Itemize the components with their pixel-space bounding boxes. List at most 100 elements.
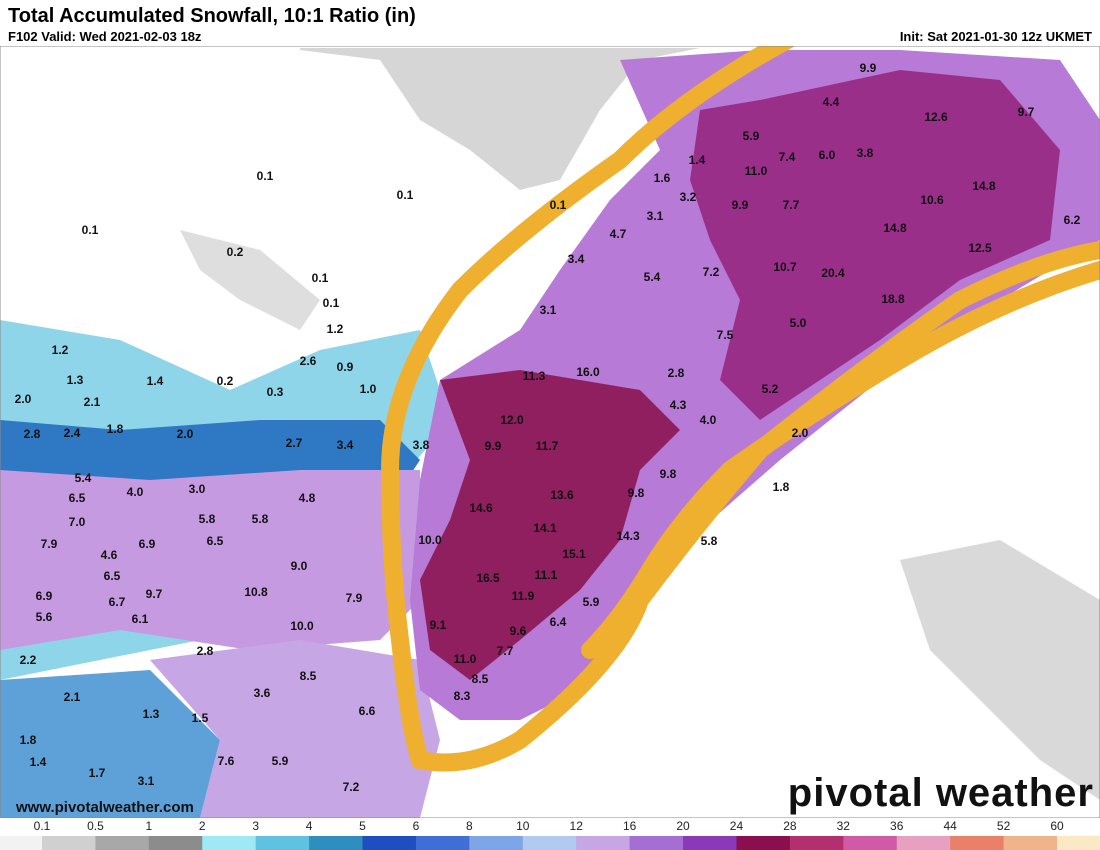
snow-label: 5.6: [36, 610, 53, 624]
colorbar-tick-label: 44: [943, 819, 957, 833]
snow-label: 2.8: [24, 427, 41, 441]
colorbar-tick-label: 28: [783, 819, 797, 833]
colorbar-tick-label: 32: [837, 819, 851, 833]
snow-label: 9.6: [510, 624, 527, 638]
snow-label: 11.9: [512, 589, 535, 603]
snow-label: 6.2: [1064, 213, 1081, 227]
snow-label: 14.8: [883, 221, 907, 235]
snow-label: 18.8: [881, 292, 905, 306]
snow-label: 4.8: [299, 491, 316, 505]
valid-time: F102 Valid: Wed 2021-02-03 18z: [8, 29, 202, 44]
snow-label: 0.1: [257, 169, 274, 183]
snow-label: 1.2: [327, 322, 344, 336]
snow-label: 10.0: [418, 533, 442, 547]
snow-label: 16.5: [476, 571, 500, 585]
colorbar-swatch: [950, 836, 1005, 850]
snow-label: 0.1: [312, 271, 329, 285]
colorbar-swatch: [896, 836, 951, 850]
colorbar-swatch: [0, 836, 43, 850]
snow-label: 1.2: [52, 343, 69, 357]
light-snow-area: [900, 540, 1100, 800]
snow-label: 11.0: [454, 652, 477, 666]
snow-label: 6.7: [109, 595, 126, 609]
snow-label: 9.8: [628, 486, 645, 500]
snow-label: 9.8: [660, 467, 677, 481]
snow-label: 9.9: [732, 198, 749, 212]
snow-label: 4.0: [127, 485, 144, 499]
snow-label: 14.3: [616, 529, 640, 543]
snow-label: 3.2: [680, 190, 697, 204]
snow-label: 20.4: [821, 266, 845, 280]
snow-label: 9.9: [860, 61, 877, 75]
snow-label: 11.7: [536, 439, 559, 453]
colorbar-tick-label: 24: [730, 819, 744, 833]
colorbar-tick-label: 5: [359, 819, 366, 833]
snow-label: 10.6: [920, 193, 944, 207]
snow-label: 0.9: [337, 360, 354, 374]
snow-label: 0.1: [397, 188, 414, 202]
colorbar-swatch: [576, 836, 631, 850]
snow-label: 8.5: [300, 669, 317, 683]
colorbar-swatch: [789, 836, 844, 850]
snow-label: 7.5: [717, 328, 734, 342]
snow-label: 1.8: [20, 733, 37, 747]
snow-label: 3.1: [540, 303, 557, 317]
header-band: [0, 0, 1100, 46]
snow-label: 15.1: [562, 547, 586, 561]
snow-label: 1.4: [30, 755, 47, 769]
snow-label: 2.7: [286, 436, 303, 450]
snow-label: 7.4: [779, 150, 796, 164]
snow-label: 3.8: [857, 146, 874, 160]
colorbar-swatch: [95, 836, 150, 850]
snow-label: 6.6: [359, 704, 376, 718]
snow-label: 6.5: [69, 491, 86, 505]
colorbar-tick-label: 20: [676, 819, 690, 833]
snow-label: 5.8: [199, 512, 216, 526]
snow-labels: 0.1 0.1 0.1 0.2 0.1 0.1 1.2 1.2 1.3 1.4 0.2 0.3 2.6 0…: [15, 61, 1081, 794]
colorbar-swatch: [415, 836, 470, 850]
colorbar-swatch: [522, 836, 577, 850]
colorbar-tick-label: 1: [145, 819, 152, 833]
snow-label: 4.3: [670, 398, 687, 412]
snow-label: 6.5: [104, 569, 121, 583]
snow-label: 11.1: [535, 568, 558, 582]
snow-label: 4.6: [101, 548, 118, 562]
snow-label: 1.0: [360, 382, 377, 396]
snow-label: 5.2: [762, 382, 779, 396]
snow-label: 2.1: [64, 690, 81, 704]
snow-label: 16.0: [576, 365, 600, 379]
colorbar-swatch: [362, 836, 417, 850]
snow-label: 1.6: [654, 171, 671, 185]
colorbar-swatch: [843, 836, 898, 850]
purple-snow-area: [150, 640, 440, 818]
snow-label: 9.7: [1018, 105, 1035, 119]
colorbar-swatch: [202, 836, 257, 850]
snow-label: 2.2: [20, 653, 37, 667]
snow-label: 6.0: [819, 148, 836, 162]
colorbar-tick-label: 0.1: [34, 819, 51, 833]
snow-label: 2.0: [177, 427, 194, 441]
colorbar-swatch: [309, 836, 364, 850]
snow-label: 9.1: [430, 618, 447, 632]
heaviest-snow-area: [420, 370, 680, 680]
snow-label: 5.8: [701, 534, 718, 548]
highlight-band-inner: [581, 261, 1100, 659]
snow-label: 12.5: [968, 241, 992, 255]
snow-label: 2.4: [64, 426, 81, 440]
snow-label: 1.8: [773, 480, 790, 494]
snow-label: 7.9: [346, 591, 363, 605]
snow-label: 3.6: [254, 686, 271, 700]
colorbar-tick-label: 16: [623, 819, 637, 833]
colorbar-swatch: [469, 836, 524, 850]
snow-label: 5.4: [75, 471, 92, 485]
snow-label: 3.4: [568, 252, 585, 266]
colorbar-swatch: [1057, 836, 1100, 850]
snow-label: 6.4: [550, 615, 567, 629]
snow-label: 9.7: [146, 587, 163, 601]
snow-label: 12.6: [924, 110, 948, 124]
light-snow-area: [300, 48, 700, 190]
snow-label: 2.8: [197, 644, 214, 658]
colorbar-swatch: [1003, 836, 1058, 850]
snow-label: 6.9: [36, 589, 53, 603]
